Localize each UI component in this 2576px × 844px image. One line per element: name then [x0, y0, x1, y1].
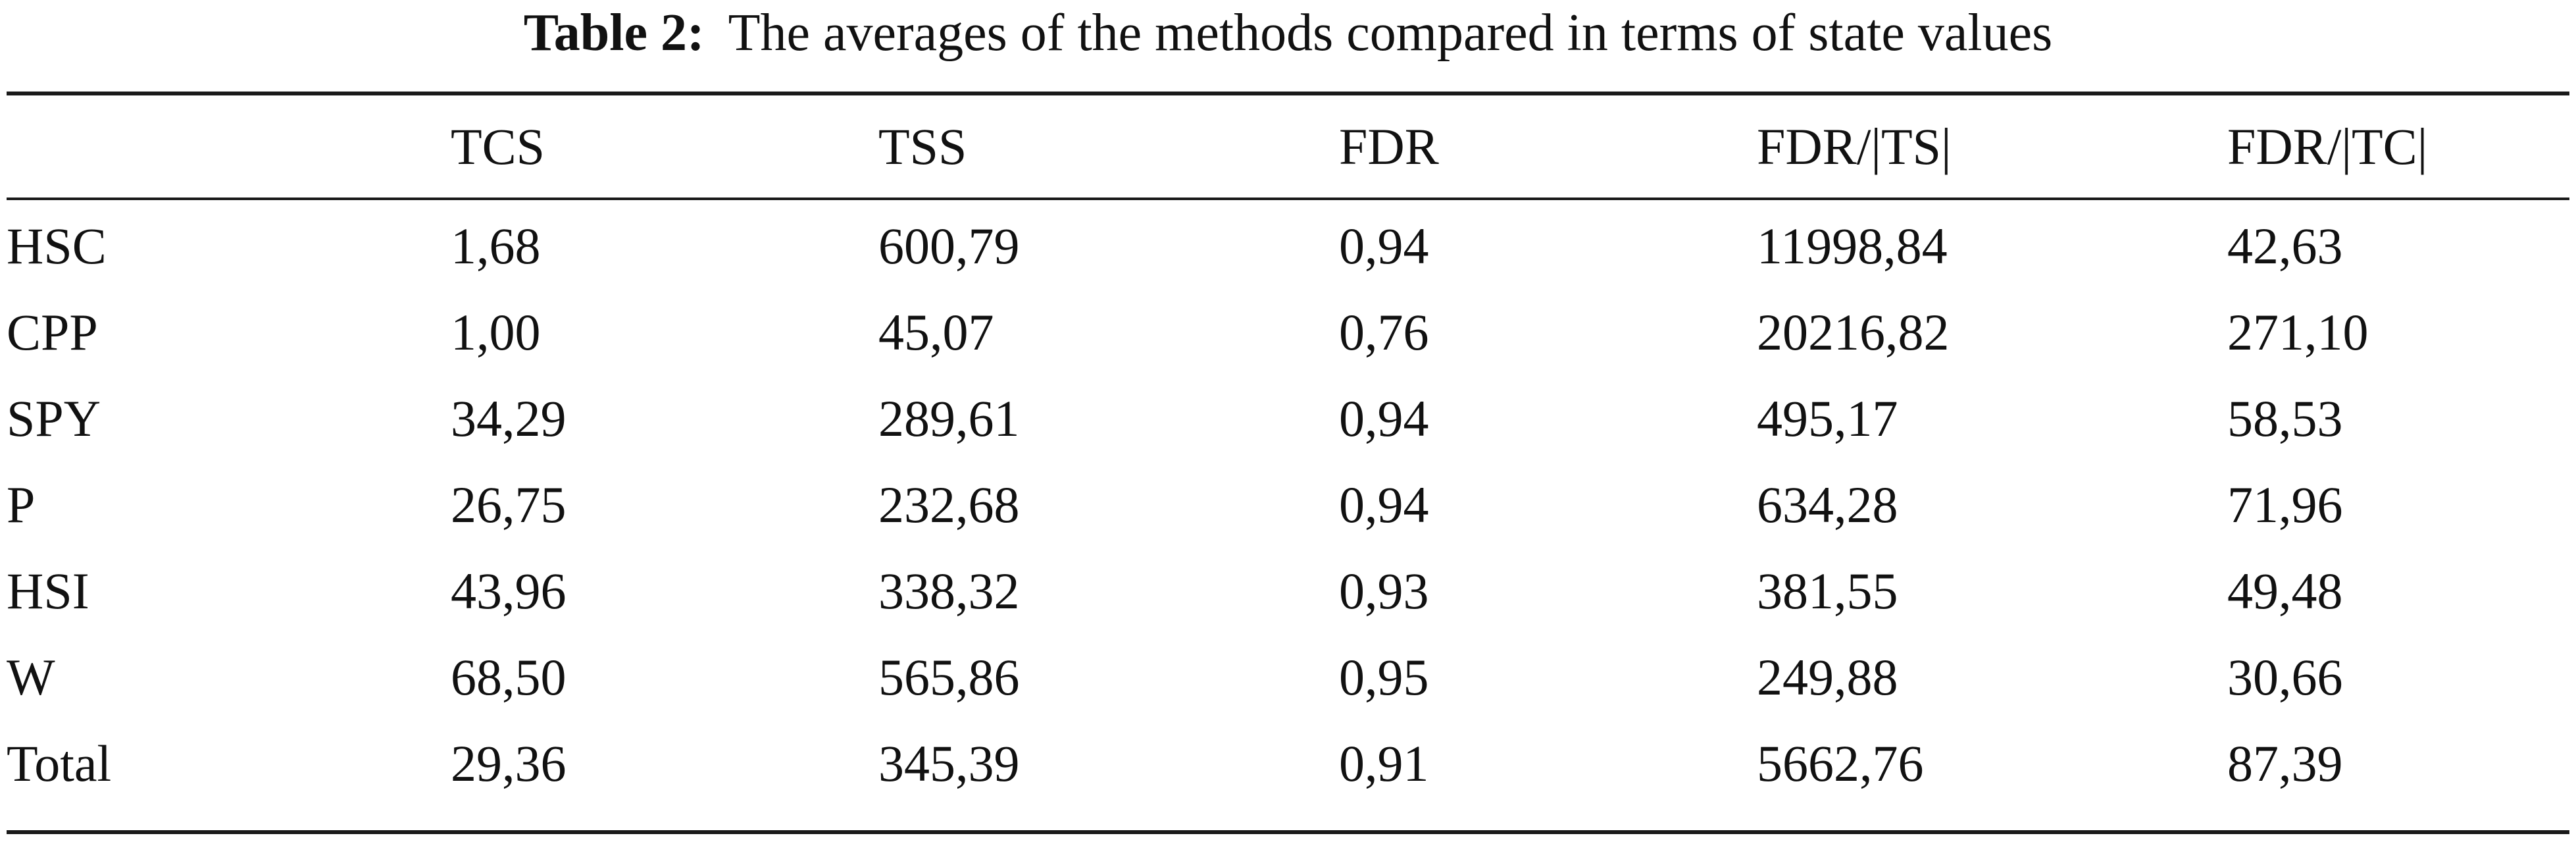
table-cell: 34,29 [451, 389, 567, 447]
table-cell: 232,68 [878, 475, 1020, 533]
results-table: TCS TSS FDR FDR/|TS| FDR/|TC| HSC 1,68 6… [7, 95, 2569, 806]
table-cell: 381,55 [1757, 562, 1898, 620]
table-row: HSC 1,68 600,79 0,94 11998,84 42,63 [7, 198, 2569, 289]
row-label: HSC [7, 217, 107, 275]
table-cell: 71,96 [2227, 475, 2343, 533]
table-cell: 249,88 [1757, 648, 1898, 706]
header-rule [7, 198, 2569, 200]
table-cell: 495,17 [1757, 389, 1898, 447]
table-cell: 634,28 [1757, 475, 1898, 533]
caption-label: Table 2: [523, 4, 705, 62]
table-cell: 0,76 [1339, 303, 1429, 361]
table-cell: 30,66 [2227, 648, 2343, 706]
table-cell: 68,50 [451, 648, 567, 706]
table-cell: 1,68 [451, 217, 541, 275]
table-row-total: Total 29,36 345,39 0,91 5662,76 87,39 [7, 720, 2569, 806]
table-cell: 45,07 [878, 303, 994, 361]
row-label: Total [7, 734, 112, 792]
table-cell: 43,96 [451, 562, 567, 620]
caption-text: The averages of the methods compared in … [728, 4, 2053, 62]
table-cell: 0,91 [1339, 734, 1429, 792]
table-cell: 289,61 [878, 389, 1020, 447]
table-caption: Table 2: The averages of the methods comp… [0, 0, 2576, 78]
table-cell: 0,94 [1339, 389, 1429, 447]
table-cell: 338,32 [878, 562, 1020, 620]
header-row: TCS TSS FDR FDR/|TS| FDR/|TC| [7, 95, 2569, 198]
column-header-tcs: TCS [451, 117, 545, 175]
table-cell: 0,93 [1339, 562, 1429, 620]
table-row: HSI 43,96 338,32 0,93 381,55 49,48 [7, 548, 2569, 634]
table-cell: 11998,84 [1757, 217, 1948, 275]
table-cell: 0,94 [1339, 475, 1429, 533]
table-cell: 345,39 [878, 734, 1020, 792]
table-cell: 58,53 [2227, 389, 2343, 447]
column-header-tss: TSS [878, 117, 967, 175]
table-cell: 0,95 [1339, 648, 1429, 706]
column-header-fdr: FDR [1339, 117, 1439, 175]
table-cell: 49,48 [2227, 562, 2343, 620]
table-row: SPY 34,29 289,61 0,94 495,17 58,53 [7, 375, 2569, 462]
table-cell: 42,63 [2227, 217, 2343, 275]
table-cell: 20216,82 [1757, 303, 1950, 361]
table-row: W 68,50 565,86 0,95 249,88 30,66 [7, 634, 2569, 720]
table-cell: 1,00 [451, 303, 541, 361]
table-cell: 5662,76 [1757, 734, 1924, 792]
table-cell: 271,10 [2227, 303, 2369, 361]
column-header-fdr-ts: FDR/|TS| [1757, 117, 1952, 175]
table-cell: 87,39 [2227, 734, 2343, 792]
table-cell: 26,75 [451, 475, 567, 533]
table-row: P 26,75 232,68 0,94 634,28 71,96 [7, 462, 2569, 548]
column-header-fdr-tc: FDR/|TC| [2227, 117, 2428, 175]
row-label: SPY [7, 389, 101, 447]
row-label: CPP [7, 303, 98, 361]
table-cell: 600,79 [878, 217, 1020, 275]
row-label: W [7, 648, 55, 706]
table-row: CPP 1,00 45,07 0,76 20216,82 271,10 [7, 289, 2569, 375]
table-cell: 0,94 [1339, 217, 1429, 275]
row-label: HSI [7, 562, 89, 620]
table-cell: 29,36 [451, 734, 567, 792]
row-label: P [7, 475, 36, 533]
bottom-rule [7, 830, 2569, 834]
table-cell: 565,86 [878, 648, 1020, 706]
top-rule [7, 92, 2569, 95]
column-header-method [7, 95, 451, 198]
